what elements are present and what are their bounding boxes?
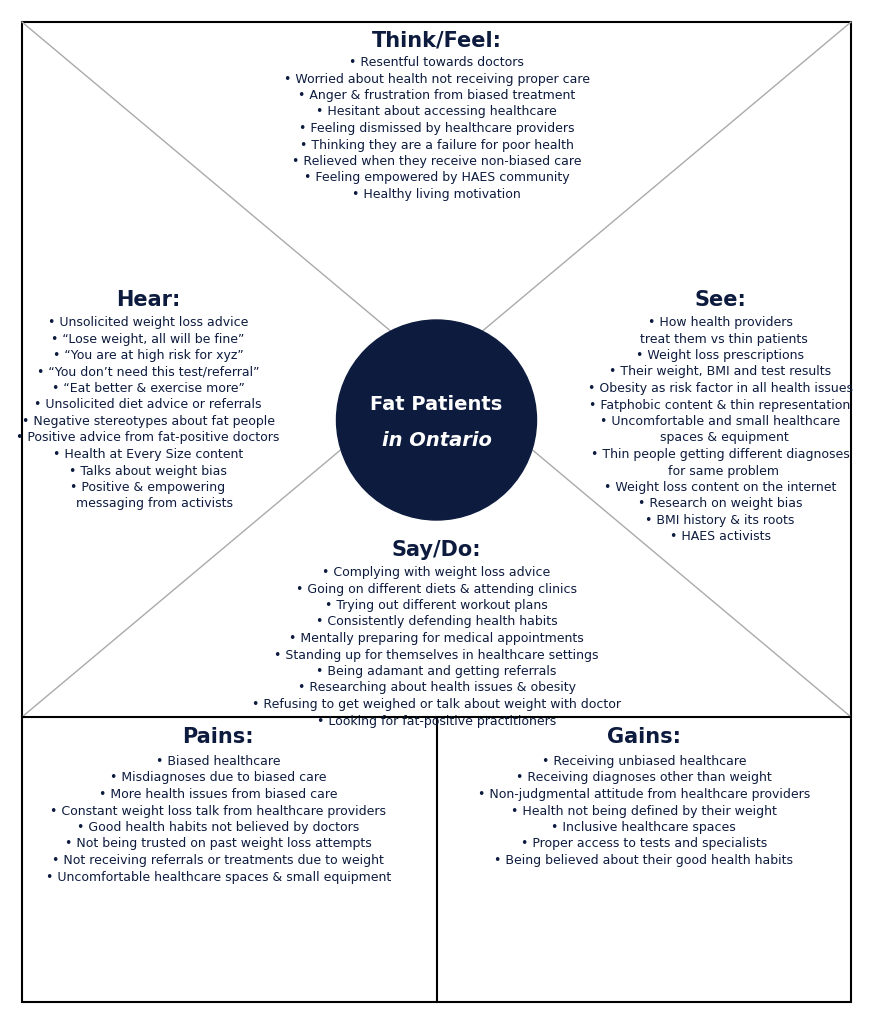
Text: • “Eat better & exercise more”: • “Eat better & exercise more” [52,382,244,395]
Text: • Inclusive healthcare spaces: • Inclusive healthcare spaces [552,821,736,834]
Text: • HAES activists: • HAES activists [670,530,771,544]
Text: • Looking for fat-positive practitioners: • Looking for fat-positive practitioners [317,715,556,727]
Text: for same problem: for same problem [661,465,780,477]
Text: • Complying with weight loss advice: • Complying with weight loss advice [322,566,551,579]
Text: • More health issues from biased care: • More health issues from biased care [99,788,338,801]
Text: • Weight loss prescriptions: • Weight loss prescriptions [636,349,804,362]
Text: • Uncomfortable healthcare spaces & small equipment: • Uncomfortable healthcare spaces & smal… [45,870,391,884]
Text: • Constant weight loss talk from healthcare providers: • Constant weight loss talk from healthc… [51,805,386,817]
Text: • “Lose weight, all will be fine”: • “Lose weight, all will be fine” [52,333,244,345]
Text: • Relieved when they receive non-biased care: • Relieved when they receive non-biased … [292,155,581,168]
Text: • “You are at high risk for xyz”: • “You are at high risk for xyz” [52,349,244,362]
Text: • Being adamant and getting referrals: • Being adamant and getting referrals [316,665,557,678]
Text: Say/Do:: Say/Do: [392,540,481,560]
Text: • How health providers: • How health providers [648,316,793,329]
Text: • Hesitant about accessing healthcare: • Hesitant about accessing healthcare [316,105,557,119]
Text: Gains:: Gains: [607,727,681,746]
Text: • Anger & frustration from biased treatment: • Anger & frustration from biased treatm… [298,89,575,102]
Text: • Obesity as risk factor in all health issues: • Obesity as risk factor in all health i… [588,382,853,395]
Text: in Ontario: in Ontario [382,430,491,450]
Text: • Receiving diagnoses other than weight: • Receiving diagnoses other than weight [516,771,772,784]
Text: • Fatphobic content & thin representation: • Fatphobic content & thin representatio… [589,398,850,412]
Text: See:: See: [694,290,746,310]
Text: • Healthy living motivation: • Healthy living motivation [352,188,521,201]
Text: • Refusing to get weighed or talk about weight with doctor: • Refusing to get weighed or talk about … [252,698,621,711]
Text: • Mentally preparing for medical appointments: • Mentally preparing for medical appoint… [289,632,584,645]
Text: • Positive & empowering: • Positive & empowering [71,481,225,494]
Text: • Uncomfortable and small healthcare: • Uncomfortable and small healthcare [600,415,840,428]
Text: • Positive advice from fat-positive doctors: • Positive advice from fat-positive doct… [17,431,279,444]
Text: • Worried about health not receiving proper care: • Worried about health not receiving pro… [284,73,589,85]
Text: • Unsolicited diet advice or referrals: • Unsolicited diet advice or referrals [34,398,262,412]
Text: • Their weight, BMI and test results: • Their weight, BMI and test results [609,366,831,379]
Text: Hear:: Hear: [116,290,180,310]
Text: • Health not being defined by their weight: • Health not being defined by their weig… [511,805,777,817]
Text: • Good health habits not believed by doctors: • Good health habits not believed by doc… [77,821,360,834]
Text: • Research on weight bias: • Research on weight bias [638,498,802,511]
Text: • Thin people getting different diagnoses: • Thin people getting different diagnose… [591,449,849,461]
Text: • Biased healthcare: • Biased healthcare [156,755,280,768]
Text: Pains:: Pains: [182,727,254,746]
Text: • Health at Every Size content: • Health at Every Size content [53,449,243,461]
Text: messaging from activists: messaging from activists [64,498,232,511]
Text: • Researching about health issues & obesity: • Researching about health issues & obes… [298,682,575,694]
Text: • Feeling empowered by HAES community: • Feeling empowered by HAES community [304,171,569,184]
Text: • Talks about weight bias: • Talks about weight bias [69,465,227,477]
Text: • BMI history & its roots: • BMI history & its roots [645,514,794,527]
Text: • Proper access to tests and specialists: • Proper access to tests and specialists [520,838,766,851]
Text: treat them vs thin patients: treat them vs thin patients [632,333,808,345]
Text: • Being believed about their good health habits: • Being believed about their good health… [494,854,794,867]
Text: • Feeling dismissed by healthcare providers: • Feeling dismissed by healthcare provid… [299,122,574,135]
Text: • Unsolicited weight loss advice: • Unsolicited weight loss advice [48,316,248,329]
Text: • Thinking they are a failure for poor health: • Thinking they are a failure for poor h… [299,138,574,152]
Text: • Consistently defending health habits: • Consistently defending health habits [316,615,557,629]
Text: • Not receiving referrals or treatments due to weight: • Not receiving referrals or treatments … [52,854,384,867]
Text: • Misdiagnoses due to biased care: • Misdiagnoses due to biased care [110,771,327,784]
Text: • Not being trusted on past weight loss attempts: • Not being trusted on past weight loss … [65,838,372,851]
Text: • Standing up for themselves in healthcare settings: • Standing up for themselves in healthca… [274,648,599,662]
Text: • Weight loss content on the internet: • Weight loss content on the internet [604,481,836,494]
Text: • Resentful towards doctors: • Resentful towards doctors [349,56,524,69]
Text: • Non-judgmental attitude from healthcare providers: • Non-judgmental attitude from healthcar… [478,788,810,801]
Text: • Trying out different workout plans: • Trying out different workout plans [325,599,548,612]
Circle shape [336,319,537,520]
Text: Fat Patients: Fat Patients [370,395,503,415]
Text: • Receiving unbiased healthcare: • Receiving unbiased healthcare [541,755,746,768]
Text: • Going on different diets & attending clinics: • Going on different diets & attending c… [296,583,577,596]
Text: Think/Feel:: Think/Feel: [372,30,501,50]
Text: • “You don’t need this test/referral”: • “You don’t need this test/referral” [37,366,259,379]
Text: • Negative stereotypes about fat people: • Negative stereotypes about fat people [22,415,274,428]
Text: spaces & equipment: spaces & equipment [651,431,788,444]
